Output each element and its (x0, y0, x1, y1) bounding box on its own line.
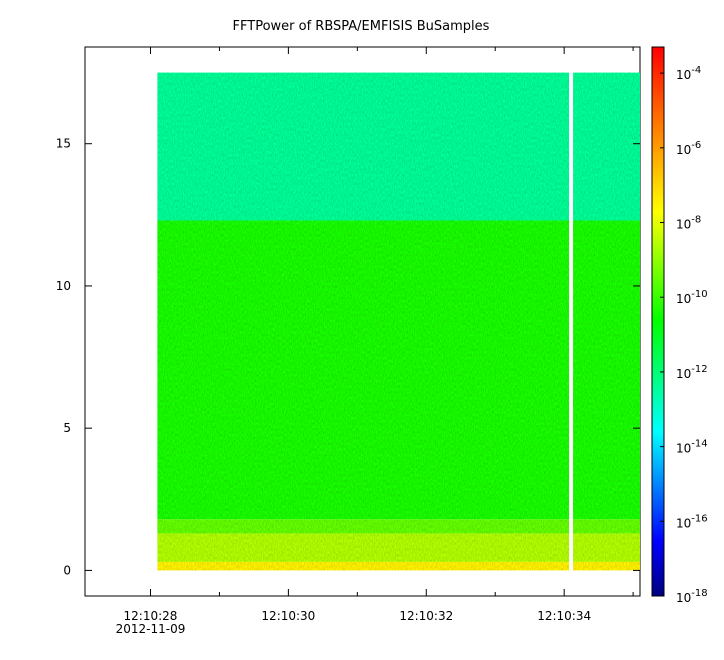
spectrogram-band-3-seg-0 (157, 220, 570, 520)
colorbar-axis: 10-4 10-6 10-8 10-10 10-12 10-14 10-16 10-18 (660, 65, 708, 605)
spectrogram-image (157, 72, 640, 571)
y-tick-label-2: 10 (56, 279, 71, 293)
x-tick-label-2: 12:10:32 (399, 609, 453, 623)
colorbar-tick-label-4: 10-12 (676, 364, 708, 381)
spectrogram-band-1-seg-1 (573, 533, 640, 562)
y-tick-label-0: 0 (63, 563, 71, 577)
colorbar-tick-label-0: 10-4 (676, 65, 701, 82)
chart-title: FFTPower of RBSPA/EMFISIS BuSamples (233, 19, 490, 34)
x-tick-label-0: 12:10:28 (124, 609, 178, 623)
colorbar-tick-label-3: 10-10 (676, 289, 708, 306)
spectrogram-band-3-seg-1 (573, 220, 640, 520)
y-tick-label-3: 15 (56, 137, 71, 151)
colorbar-tick-label-7: 10-18 (676, 588, 708, 605)
spectrogram-band-0-seg-0 (157, 561, 570, 571)
spectrogram-band-2-seg-0 (157, 519, 570, 534)
x-date-label: 2012-11-09 (116, 622, 186, 636)
spectrogram-band-2-seg-1 (573, 519, 640, 534)
spectrogram-band-1-seg-0 (157, 533, 570, 562)
y-axis: 0 5 10 15 (56, 137, 640, 577)
x-tick-label-1: 12:10:30 (261, 609, 315, 623)
colorbar (651, 46, 665, 597)
colorbar-tick-label-1: 10-6 (676, 140, 701, 157)
colorbar-tick-label-6: 10-16 (676, 513, 708, 530)
spectrogram-band-0-seg-1 (573, 561, 640, 571)
x-tick-label-3: 12:10:34 (537, 609, 591, 623)
spectrogram-band-4-seg-1 (573, 72, 640, 221)
y-tick-label-1: 5 (63, 421, 71, 435)
spectrogram-band-4-seg-0 (157, 72, 570, 221)
colorbar-tick-label-2: 10-8 (676, 215, 701, 232)
colorbar-tick-label-5: 10-14 (676, 439, 708, 456)
